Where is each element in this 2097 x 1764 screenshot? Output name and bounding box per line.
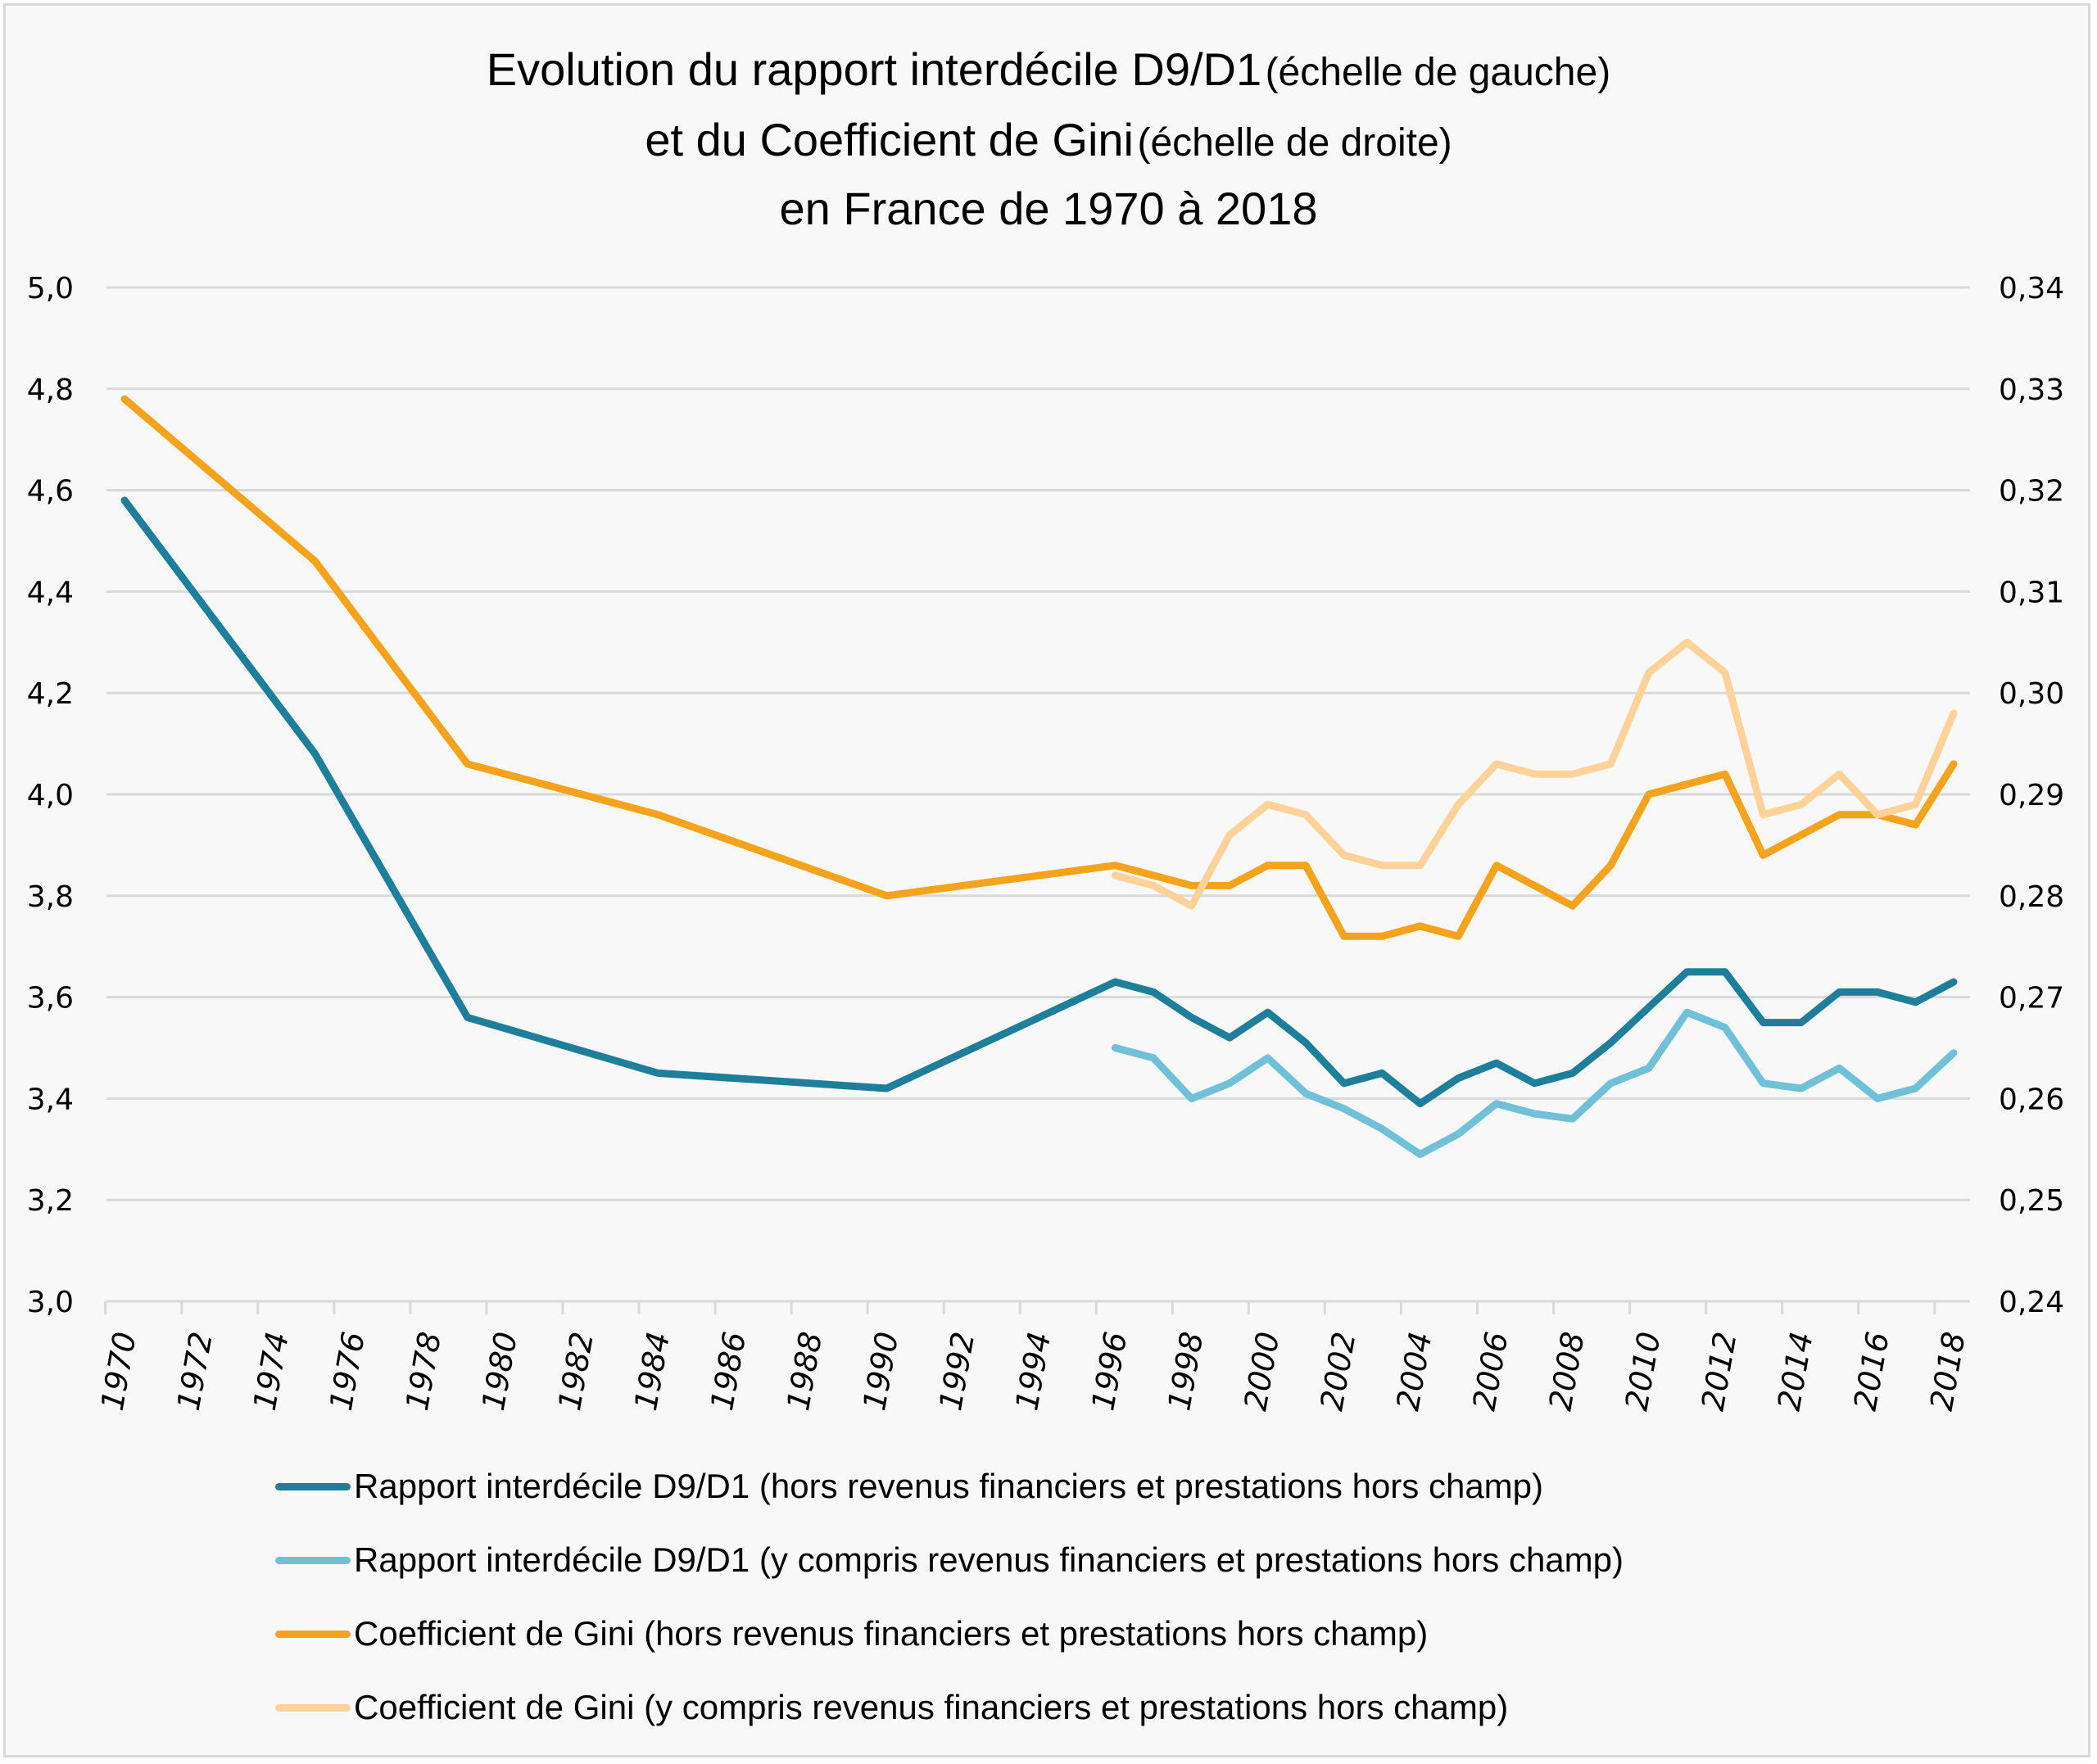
legend: Rapport interdécile D9/D1 (hors revenus … [275, 1450, 1624, 1744]
x-tick-label: 1984 [627, 1329, 677, 1413]
x-tick-label: 1980 [475, 1329, 524, 1413]
x-tick-label: 2016 [1847, 1329, 1896, 1413]
gridlines [106, 286, 1970, 1303]
chart-frame [3, 3, 2090, 1757]
x-tick-label: 2004 [1389, 1329, 1438, 1413]
left-y-tick-label: 3,8 [27, 880, 74, 914]
title-main-3: en France de 1970 à 2018 [779, 183, 1318, 234]
chart-title-line-1: Evolution du rapport interdécile D9/D1 (… [0, 43, 2097, 96]
x-tick-label: 1998 [1161, 1329, 1210, 1413]
series-line-4 [1112, 638, 1958, 910]
right-y-tick-label: 0,26 [1999, 1083, 2064, 1116]
left-y-tick-label: 4,4 [27, 576, 74, 609]
x-tick-label: 2006 [1465, 1329, 1515, 1413]
left-y-tick-label: 3,4 [27, 1083, 74, 1116]
chart-title-line-2: et du Coefficient de Gini (échelle de dr… [0, 113, 2097, 166]
chart-title-line-3: en France de 1970 à 2018 [0, 182, 2097, 235]
series-lines [120, 395, 1958, 1158]
right-y-tick-label: 0,27 [1999, 982, 2064, 1015]
x-axis: 1970 1972 1974 1976 1978 1980 1982 1984 1986 1988… [94, 1301, 1972, 1413]
title-note-2: (échelle de droite) [1137, 121, 1452, 165]
legend-swatch [275, 1556, 351, 1564]
left-y-tick-label: 3,0 [27, 1286, 74, 1319]
left-y-tick-label: 5,0 [27, 272, 74, 305]
x-tick-label: 2002 [1313, 1329, 1362, 1413]
left-y-tick-label: 3,2 [27, 1184, 74, 1218]
right-y-tick-label: 0,34 [1999, 272, 2064, 305]
x-tick-label: 1978 [399, 1329, 448, 1413]
x-tick-label: 1990 [856, 1329, 905, 1413]
x-tick-label: 1982 [551, 1329, 600, 1413]
x-tick-label: 1994 [1008, 1329, 1058, 1413]
legend-item: Rapport interdécile D9/D1 (hors revenus … [275, 1450, 1624, 1523]
legend-swatch [275, 1482, 351, 1490]
title-note-1: (échelle de gauche) [1265, 51, 1611, 94]
legend-label: Rapport interdécile D9/D1 (hors revenus … [354, 1467, 1544, 1505]
x-tick-label: 1986 [704, 1329, 753, 1413]
left-y-tick-label: 3,6 [27, 982, 74, 1015]
legend-item: Coefficient de Gini (y compris revenus f… [275, 1671, 1624, 1744]
legend-item: Rapport interdécile D9/D1 (y compris rev… [275, 1523, 1624, 1597]
x-tick-label: 1974 [247, 1329, 296, 1413]
right-y-axis: 0,24 0,25 0,26 0,27 0,28 0,29 0,30 0,31 0,32 0,33… [1999, 272, 2064, 1319]
x-tick-label: 1972 [170, 1329, 220, 1413]
right-y-tick-label: 0,29 [1999, 779, 2064, 812]
series-line-2 [1112, 1008, 1958, 1158]
legend-swatch [275, 1703, 351, 1712]
x-tick-label: 2010 [1619, 1329, 1668, 1413]
x-tick-label: 1996 [1085, 1329, 1134, 1413]
right-y-tick-label: 0,31 [1999, 576, 2064, 609]
left-y-tick-label: 4,2 [27, 677, 74, 711]
x-tick-label: 2014 [1771, 1329, 1820, 1413]
legend-item: Coefficient de Gini (hors revenus financ… [275, 1597, 1624, 1671]
right-y-tick-label: 0,24 [1999, 1286, 2064, 1319]
left-y-tick-label: 4,8 [27, 373, 74, 407]
title-main-2: et du Coefficient de Gini [645, 114, 1134, 165]
series-line-3 [120, 395, 1958, 940]
left-y-tick-label: 4,0 [27, 779, 74, 812]
legend-swatch [275, 1630, 351, 1638]
x-tick-label: 1976 [323, 1329, 372, 1413]
title-main-1: Evolution du rapport interdécile D9/D1 [486, 43, 1262, 95]
x-tick-label: 2012 [1695, 1329, 1744, 1413]
legend-label: Coefficient de Gini (hors revenus financ… [354, 1614, 1429, 1653]
right-y-tick-label: 0,30 [1999, 677, 2064, 711]
x-tick-label: 2008 [1542, 1329, 1592, 1413]
x-tick-label: 2000 [1237, 1329, 1286, 1413]
x-tick-label: 1988 [780, 1329, 829, 1413]
right-y-tick-label: 0,25 [1999, 1184, 2064, 1218]
series-line-1 [120, 496, 1958, 1108]
right-y-tick-label: 0,33 [1999, 373, 2064, 407]
right-y-tick-label: 0,28 [1999, 880, 2064, 914]
x-tick-label: 1992 [932, 1329, 981, 1413]
legend-label: Coefficient de Gini (y compris revenus f… [354, 1688, 1509, 1726]
right-y-tick-label: 0,32 [1999, 475, 2064, 509]
left-y-axis: 3,0 3,2 3,4 3,6 3,8 4,0 4,2 4,4 4,6 4,8 5,0 [27, 272, 74, 1319]
legend-label: Rapport interdécile D9/D1 (y compris rev… [354, 1540, 1624, 1579]
left-y-tick-label: 4,6 [27, 475, 74, 509]
x-tick-label: 1970 [94, 1329, 143, 1413]
x-tick-label: 2018 [1923, 1329, 1972, 1413]
